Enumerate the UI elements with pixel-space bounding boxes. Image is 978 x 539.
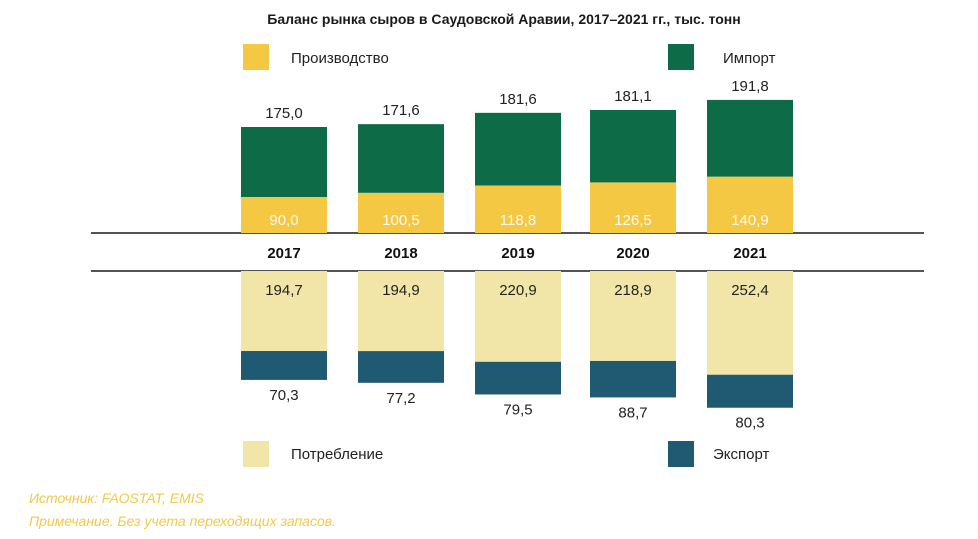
bar-consumption: [590, 271, 676, 361]
bar-production: [590, 182, 676, 233]
value-label-consumption: 220,9: [499, 282, 537, 299]
year-label: 2018: [384, 245, 417, 262]
value-label-export: 79,5: [503, 401, 532, 418]
bar-export: [590, 360, 676, 398]
legend-label-export: Экспорт: [713, 446, 769, 463]
bar-production: [707, 176, 793, 233]
chart-title: Баланс рынка сыров в Саудовской Аравии, …: [267, 11, 740, 27]
bar-import: [707, 99, 793, 177]
legend-swatch-consumption: [243, 441, 269, 467]
bar-export: [707, 374, 793, 408]
year-label: 2020: [616, 245, 649, 262]
value-label-consumption: 252,4: [731, 282, 769, 299]
bar-import: [241, 127, 327, 197]
value-label-production: 118,8: [500, 212, 536, 229]
value-label-production: 100,5: [382, 212, 420, 229]
bar-production: [475, 185, 561, 233]
value-label-consumption: 194,7: [265, 282, 303, 299]
value-label-import: 181,6: [499, 91, 537, 108]
value-label-consumption: 194,9: [382, 282, 420, 299]
value-label-production: 140,9: [731, 212, 769, 229]
value-label-production: 90,0: [269, 212, 298, 229]
bar-production: [241, 197, 327, 233]
source-note: Источник: FAOSTAT, EMIS: [29, 490, 205, 506]
value-label-import: 191,8: [731, 78, 769, 95]
value-label-production: 126,5: [614, 212, 652, 229]
value-label-consumption: 218,9: [614, 282, 652, 299]
legend-label-import: Импорт: [723, 50, 776, 67]
bar-consumption: [475, 271, 561, 362]
year-label: 2019: [501, 245, 534, 262]
bar-import: [475, 112, 561, 186]
value-label-import: 171,6: [382, 102, 420, 119]
bar-consumption: [241, 271, 327, 352]
value-label-export: 88,7: [618, 404, 647, 421]
value-label-export: 77,2: [386, 390, 415, 407]
bar-consumption: [707, 271, 793, 375]
bar-export: [475, 361, 561, 395]
value-label-import: 181,1: [614, 88, 652, 105]
value-label-export: 70,3: [269, 387, 298, 404]
bar-import: [358, 124, 444, 193]
legend-swatch-import: [668, 44, 694, 70]
bar-export: [241, 351, 327, 380]
bar-production: [358, 192, 444, 233]
year-label: 2017: [267, 245, 300, 262]
value-label-import: 175,0: [265, 105, 303, 122]
legend-label-consumption: Потребление: [291, 446, 383, 463]
legend-label-production: Производство: [291, 50, 389, 67]
value-label-export: 80,3: [735, 415, 764, 432]
remark-note: Примечание. Без учета переходящих запасо…: [29, 513, 336, 529]
bar-export: [358, 351, 444, 383]
legend-swatch-production: [243, 44, 269, 70]
bar-import: [590, 109, 676, 183]
legend-swatch-export: [668, 441, 694, 467]
bar-consumption: [358, 271, 444, 352]
year-label: 2021: [733, 245, 766, 262]
